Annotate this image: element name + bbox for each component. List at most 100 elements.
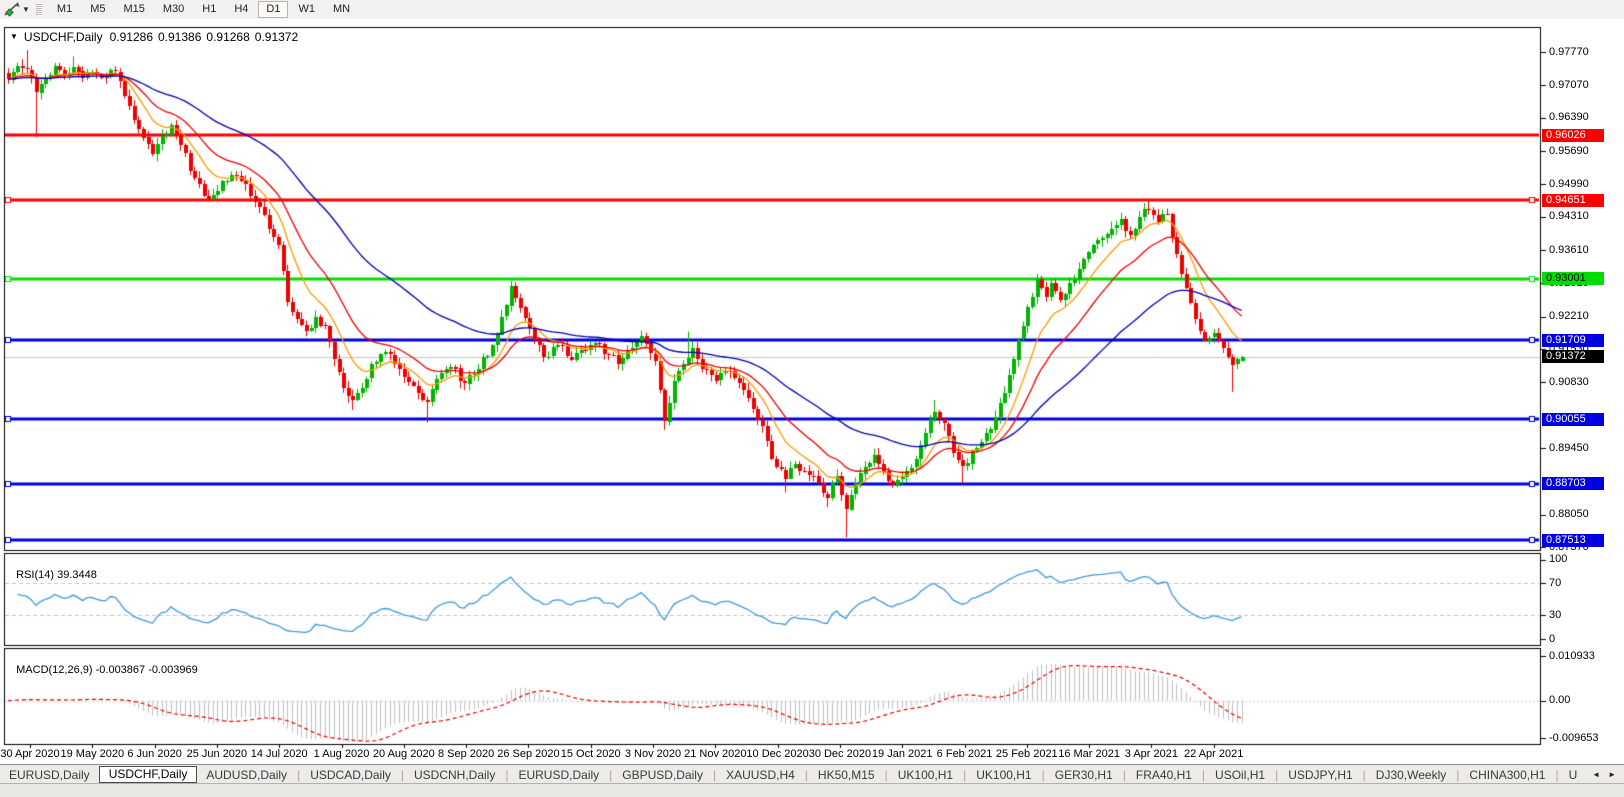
price-level-badge: 0.88703 <box>1542 477 1604 491</box>
price-tick-label: 0.96390 <box>1549 111 1589 124</box>
chart-tab-ger30-h1[interactable]: GER30,H1 <box>1054 767 1113 782</box>
chart-tab-uk100-h1[interactable]: UK100,H1 <box>897 767 954 782</box>
tab-separator: | <box>609 767 613 782</box>
rsi-indicator-label: RSI(14) 39.3448 <box>16 569 97 581</box>
status-bar <box>0 783 1624 797</box>
timeframe-button-m15[interactable]: M15 <box>123 3 145 15</box>
chart-tab-fra40-h1[interactable]: FRA40,H1 <box>1135 767 1192 782</box>
tab-scroll-controls: ◄ ► <box>1588 770 1624 779</box>
price-tick-label: 0.95690 <box>1549 144 1589 157</box>
macd-tick-label: 0.00 <box>1549 694 1571 707</box>
timeframe-button-h1[interactable]: H1 <box>202 3 217 15</box>
macd-tick-label: 0.010933 <box>1549 649 1595 662</box>
price-tick-label: 0.97070 <box>1549 78 1589 91</box>
ohlc-close: 0.91372 <box>254 30 299 44</box>
timeframe-button-m5[interactable]: M5 <box>90 3 106 15</box>
date-tick-label: 25 Feb 2021 <box>995 748 1058 760</box>
date-tick-label: 19 Jan 2021 <box>871 748 933 760</box>
timeframe-button-m30[interactable]: M30 <box>162 3 185 15</box>
price-level-badge: 0.96026 <box>1542 128 1604 142</box>
date-tick-label: 3 Apr 2021 <box>1124 748 1178 760</box>
chart-tab-usdcad-daily[interactable]: USDCAD,Daily <box>310 767 391 782</box>
chart-tab-dj30-weekly[interactable]: DJ30,Weekly <box>1375 767 1447 782</box>
rsi-tick-label: 0 <box>1549 632 1556 645</box>
date-tick-label: 6 Jun 2020 <box>127 748 182 760</box>
price-level-badge: 0.91709 <box>1542 333 1604 347</box>
rsi-tick-label: 70 <box>1549 576 1562 589</box>
toolbar-grip <box>35 3 42 16</box>
date-tick-label: 8 Sep 2020 <box>437 748 495 760</box>
timeframe-button-w1[interactable]: W1 <box>298 3 315 15</box>
tab-scroll-right-icon[interactable]: ► <box>1608 770 1616 779</box>
chart-tab-gbpusd-daily[interactable]: GBPUSD,Daily <box>622 767 703 782</box>
chart-tab-xauusd-h4[interactable]: XAUUSD,H4 <box>726 767 795 782</box>
chart-tab-china300-h1[interactable]: CHINA300,H1 <box>1469 767 1546 782</box>
date-tick-label: 30 Apr 2020 <box>0 748 60 760</box>
chart-tab-bar: EURUSD,Daily USDCHF,Daily AUDUSD,Daily | USD… <box>0 764 1624 784</box>
chart-tab-usoil-h1[interactable]: USOil,H1 <box>1215 767 1266 782</box>
tab-separator: | <box>884 767 888 782</box>
tab-separator: | <box>400 767 404 782</box>
timeframe-button-h4[interactable]: H4 <box>234 3 249 15</box>
price-level-badge: 0.91372 <box>1542 350 1604 364</box>
price-chart-canvas[interactable] <box>0 19 1624 764</box>
dropdown-caret-icon[interactable]: ▼ <box>22 5 30 14</box>
timeframe-button-d1[interactable]: D1 <box>258 1 289 18</box>
tab-separator: | <box>505 767 509 782</box>
price-tick-label: 0.94310 <box>1549 210 1589 223</box>
price-tick-label: 0.97770 <box>1549 45 1589 58</box>
date-tick-label: 3 Nov 2020 <box>624 748 682 760</box>
ohlc-high: 0.91386 <box>158 30 202 44</box>
macd-value: -0.003867 <box>95 664 146 676</box>
rsi-tick-label: 30 <box>1549 608 1562 621</box>
ohlc-open: 0.91286 <box>109 30 153 44</box>
tab-separator: | <box>1456 767 1460 782</box>
timeframe-toolbar: M1 M5 M15 M30 H1 H4 D1 W1 MN <box>48 1 359 18</box>
macd-indicator-label: MACD(12,26,9) -0.003867 -0.003969 <box>16 664 198 676</box>
chart-tab-audusd-daily[interactable]: AUDUSD,Daily <box>206 767 288 782</box>
price-level-badge: 0.93001 <box>1542 272 1604 286</box>
collapse-chart-icon[interactable]: ▼ <box>10 31 18 41</box>
date-tick-label: 6 Feb 2021 <box>936 748 993 760</box>
rsi-value: 39.3448 <box>57 569 97 581</box>
chart-title: ▼ USDCHF,Daily 0.91286 0.91386 0.91268 0… <box>10 30 298 44</box>
price-level-badge: 0.90055 <box>1542 412 1604 426</box>
tab-scroll-left-icon[interactable]: ◄ <box>1592 770 1601 779</box>
chart-tab-uk100-h1[interactable]: UK100,H1 <box>976 767 1032 782</box>
chart-tab-hk50-m15[interactable]: HK50,M15 <box>817 767 875 782</box>
tab-separator: | <box>1362 767 1366 782</box>
tab-separator: | <box>1275 767 1279 782</box>
timeframe-button-m1[interactable]: M1 <box>56 3 73 15</box>
date-tick-label: 22 Apr 2021 <box>1184 748 1244 760</box>
price-level-badge: 0.94651 <box>1542 193 1604 207</box>
price-tick-label: 0.92210 <box>1549 310 1589 323</box>
timeframe-button-mn[interactable]: MN <box>332 3 351 15</box>
date-tick-label: 30 Dec 2020 <box>808 748 872 760</box>
tab-separator: | <box>1201 767 1206 782</box>
price-tick-label: 0.88050 <box>1549 508 1589 521</box>
date-tick-label: 10 Dec 2020 <box>746 748 809 760</box>
chart-tab-eurusd-daily[interactable]: EURUSD,Daily <box>9 767 90 782</box>
tab-separator: | <box>712 767 717 782</box>
tab-separator: | <box>1041 767 1045 782</box>
chart-tab-u[interactable]: U <box>1568 767 1578 782</box>
tab-separator: | <box>1555 767 1559 782</box>
price-tick-label: 0.94990 <box>1549 177 1589 190</box>
price-tick-label: 0.89450 <box>1549 441 1589 454</box>
drawing-tools-icon[interactable] <box>3 2 21 17</box>
chart-tabs: EURUSD,Daily USDCHF,Daily AUDUSD,Daily | USD… <box>0 766 1586 783</box>
price-tick-label: 0.90830 <box>1549 375 1589 388</box>
date-tick-label: 25 Jun 2020 <box>186 748 248 760</box>
chart-tab-eurusd-daily[interactable]: EURUSD,Daily <box>518 767 600 782</box>
date-tick-label: 21 Nov 2020 <box>684 748 747 760</box>
top-toolbar: ▼ M1 M5 M15 M30 H1 H4 D1 W1 MN <box>0 0 1624 20</box>
date-tick-label: 19 May 2020 <box>60 748 125 760</box>
date-tick-label: 16 Mar 2021 <box>1058 748 1120 760</box>
chart-tab-usdjpy-h1[interactable]: USDJPY,H1 <box>1288 767 1353 782</box>
price-level-badge: 0.87513 <box>1542 533 1604 547</box>
tab-separator: | <box>963 767 967 782</box>
ohlc-low: 0.91268 <box>206 30 250 44</box>
chart-tab-usdcnh-daily[interactable]: USDCNH,Daily <box>414 767 496 782</box>
date-tick-label: 20 Aug 2020 <box>372 748 435 760</box>
chart-tab-usdchf-daily[interactable]: USDCHF,Daily <box>98 766 198 783</box>
